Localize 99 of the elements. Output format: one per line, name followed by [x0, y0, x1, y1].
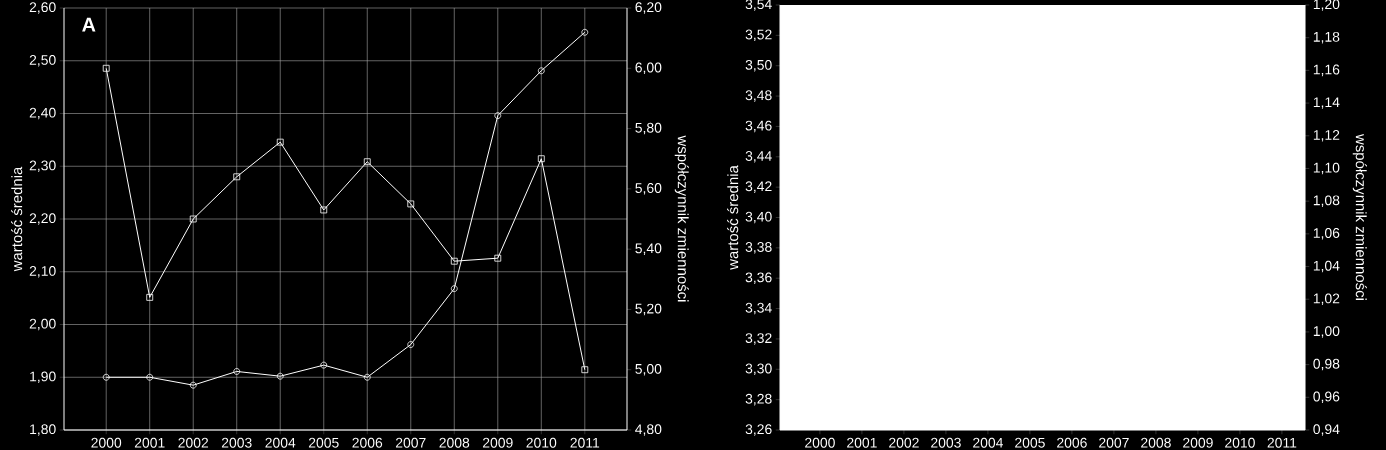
y2-tick-label: 1,18	[1313, 31, 1340, 44]
y-tick-label: 3,30	[745, 363, 772, 376]
x-tick-label: 2008	[1141, 437, 1171, 448]
y2-tick-label: 1,16	[1313, 64, 1340, 77]
point	[276, 372, 284, 380]
y-tick-label: 3,44	[745, 151, 772, 163]
y2-tick-label: 1,12	[1313, 129, 1340, 142]
x-tick-label: 2006	[1057, 437, 1087, 448]
y-tick-label: 3,48	[745, 90, 772, 102]
y-tick-label: 1,90	[30, 371, 56, 384]
x-tick-label: 2004	[973, 437, 1004, 448]
y2-tick-label: 6,20	[635, 2, 662, 14]
y-tick-label: 3,34	[745, 302, 772, 315]
y-tick-label: 3,26	[745, 424, 772, 436]
x-tick-label: 2008	[439, 437, 470, 448]
y2-tick-label: 0,98	[1313, 358, 1340, 371]
point	[320, 206, 328, 214]
y2-tick-label: 4,80	[635, 424, 662, 436]
point	[581, 28, 589, 36]
x-tick-label: 2002	[178, 437, 209, 448]
y2-tick-label: 0,96	[1313, 391, 1340, 404]
y-tick-label: 3,28	[745, 393, 772, 406]
y2-axis-title: współczynnik zmienności	[1352, 134, 1367, 300]
point	[189, 215, 197, 223]
y2-tick-label: 1,02	[1313, 293, 1340, 305]
y2-tick-label: 5,80	[635, 122, 662, 135]
y2-tick-label: 1,08	[1313, 195, 1340, 207]
x-tick-label: 2003	[931, 437, 961, 448]
x-tick-label: 2007	[1099, 437, 1129, 448]
y-tick-label: 2,20	[29, 213, 56, 225]
point	[537, 67, 545, 75]
x-tick-label: 2004	[265, 437, 296, 448]
x-tick-label: 2001	[134, 437, 165, 448]
y-tick-label: 2,00	[29, 318, 56, 331]
x-tick-label: 2011	[1267, 437, 1297, 448]
point	[537, 155, 545, 163]
x-tick-label: 2011	[570, 437, 600, 448]
y-tick-label: 2,10	[29, 265, 56, 278]
point	[494, 254, 502, 262]
y-tick-label: 2,40	[29, 107, 56, 120]
point	[407, 341, 415, 348]
point	[146, 293, 154, 301]
annotation: A	[82, 17, 96, 32]
x-tick-label: 2005	[1015, 437, 1045, 448]
y2-tick-label: 1,06	[1313, 228, 1340, 240]
y-tick-label: 2,30	[29, 160, 56, 173]
y2-tick-label: 5,00	[635, 363, 662, 376]
x-tick-label: 2010	[1225, 437, 1255, 448]
y-tick-label: 2,50	[29, 54, 56, 67]
y-tick-label: 1,80	[30, 424, 56, 436]
y-tick-label: 2,60	[29, 2, 56, 14]
point	[233, 368, 241, 375]
point	[233, 173, 241, 181]
point	[494, 112, 502, 119]
x-tick-label: 2000	[805, 437, 835, 448]
x-tick-label: 2007	[395, 437, 426, 448]
y-tick-label: 3,52	[745, 29, 772, 42]
point	[407, 200, 415, 208]
x-tick-label: 2000	[91, 437, 122, 448]
y2-tick-label: 5,40	[635, 243, 662, 255]
point	[102, 64, 110, 72]
y2-tick-label: 5,20	[635, 303, 662, 316]
point	[102, 373, 110, 381]
point	[363, 158, 371, 166]
x-tick-label: 2009	[482, 437, 513, 448]
y-axis-title: wartość średnia	[727, 165, 739, 270]
y-tick-label: 3,36	[745, 272, 772, 284]
point	[276, 138, 284, 146]
y-tick-label: 3,40	[745, 211, 772, 224]
y-tick-label: 3,38	[745, 242, 772, 254]
point	[450, 257, 458, 265]
y2-tick-label: 6,00	[635, 62, 662, 75]
y-tick-label: 3,32	[745, 333, 772, 345]
y2-tick-label: 0,94	[1313, 424, 1340, 436]
point	[581, 366, 589, 374]
point	[146, 373, 154, 381]
x-tick-label: 2003	[221, 437, 252, 448]
point	[363, 373, 371, 381]
y2-tick-label: 1,10	[1313, 162, 1340, 175]
x-tick-label: 2002	[889, 437, 919, 448]
y2-tick-label: 1,00	[1313, 326, 1340, 338]
x-tick-label: 2005	[308, 437, 339, 448]
y-tick-label: 3,54	[745, 0, 772, 11]
y2-tick-label: 1,20	[1313, 0, 1340, 11]
x-tick-label: 2001	[847, 437, 877, 448]
y2-tick-label: 1,04	[1313, 260, 1340, 273]
point	[320, 361, 328, 369]
y2-tick-label: 1,14	[1313, 97, 1340, 109]
y-tick-label: 3,46	[745, 120, 772, 133]
x-tick-label: 2009	[1183, 437, 1213, 448]
point	[450, 285, 458, 293]
y-tick-label: 3,42	[745, 181, 772, 193]
x-tick-label: 2010	[526, 437, 557, 448]
y2-tick-label: 5,60	[635, 183, 662, 195]
y-axis-title: wartość średnia	[11, 166, 23, 272]
y2-axis-title: współczynnik zmienności	[674, 135, 689, 302]
x-tick-label: 2006	[352, 437, 383, 448]
y-tick-label: 3,50	[745, 59, 772, 72]
point	[189, 381, 197, 389]
